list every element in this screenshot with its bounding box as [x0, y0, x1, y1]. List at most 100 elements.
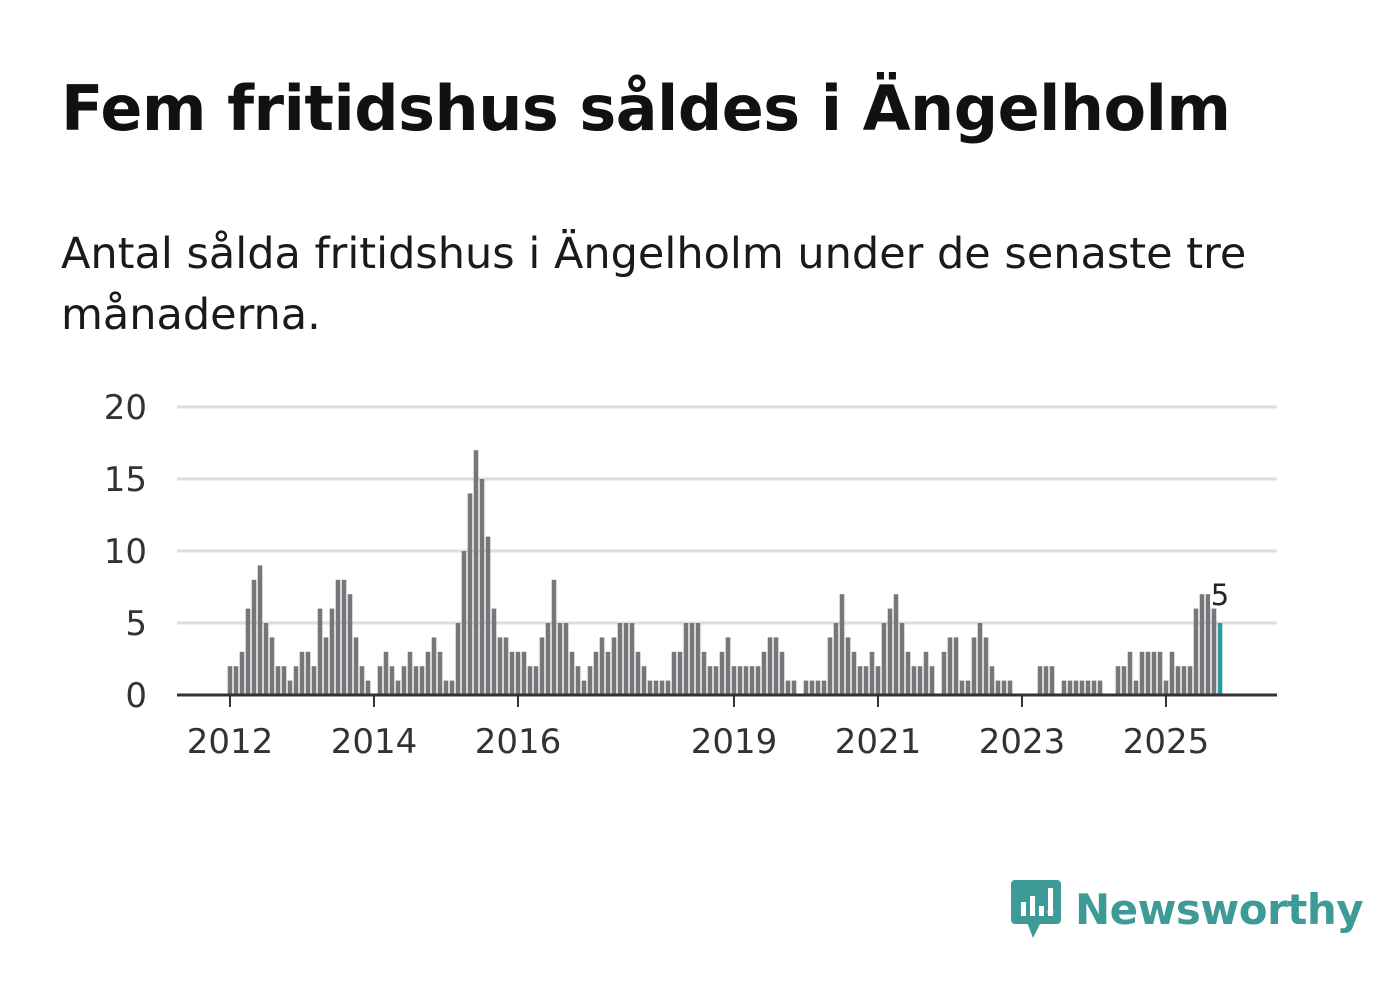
- bar: [557, 623, 563, 695]
- bar: [323, 637, 329, 695]
- bar: [347, 594, 353, 695]
- bar: [971, 637, 977, 695]
- y-tick-label: 0: [125, 676, 147, 716]
- bar: [341, 579, 347, 695]
- bar: [431, 637, 437, 695]
- bar: [917, 666, 923, 695]
- bar: [425, 651, 431, 695]
- bar: [821, 680, 827, 695]
- bar: [311, 666, 317, 695]
- bar: [227, 666, 233, 695]
- bar: [317, 608, 323, 695]
- newsworthy-logo-text: Newsworthy: [1075, 884, 1364, 934]
- bar: [563, 623, 569, 695]
- bar: [701, 651, 707, 695]
- bar: [359, 666, 365, 695]
- bar: [395, 680, 401, 695]
- highlight-data-label: 5: [1211, 578, 1229, 612]
- bars: [227, 450, 1223, 695]
- bar: [1079, 680, 1085, 695]
- bar: [1169, 651, 1175, 695]
- bar: [1085, 680, 1091, 695]
- bar: [545, 623, 551, 695]
- bar: [707, 666, 713, 695]
- bar: [449, 680, 455, 695]
- bar: [251, 579, 257, 695]
- newsworthy-logo: Newsworthy: [1011, 878, 1364, 940]
- bar: [329, 608, 335, 695]
- bar: [473, 450, 479, 695]
- bar: [719, 651, 725, 695]
- bar: [803, 680, 809, 695]
- bar: [779, 651, 785, 695]
- y-tick-label: 10: [104, 532, 147, 572]
- bar: [1187, 666, 1193, 695]
- bar: [653, 680, 659, 695]
- bar: [755, 666, 761, 695]
- bar: [479, 479, 485, 695]
- bar: [1157, 651, 1163, 695]
- bar: [629, 623, 635, 695]
- bar: [791, 680, 797, 695]
- bar: [383, 651, 389, 695]
- bar: [887, 608, 893, 695]
- bar: [857, 666, 863, 695]
- bar: [299, 651, 305, 695]
- bar: [959, 680, 965, 695]
- bar: [413, 666, 419, 695]
- bar: [1175, 666, 1181, 695]
- bar: [923, 651, 929, 695]
- bar: [1181, 666, 1187, 695]
- x-tick-label: 2025: [1123, 722, 1210, 762]
- bar: [533, 666, 539, 695]
- bar: [809, 680, 815, 695]
- gridlines: [177, 405, 1277, 625]
- bar: [257, 565, 263, 695]
- bar: [713, 666, 719, 695]
- bar: [761, 651, 767, 695]
- bar: [497, 637, 503, 695]
- bar: [1007, 680, 1013, 695]
- bar: [767, 637, 773, 695]
- bar: [1061, 680, 1067, 695]
- bar: [977, 623, 983, 695]
- bar: [287, 680, 293, 695]
- bar: [605, 651, 611, 695]
- bar: [509, 651, 515, 695]
- bar: [965, 680, 971, 695]
- bar: [881, 623, 887, 695]
- bar: [989, 666, 995, 695]
- bar: [641, 666, 647, 695]
- x-tick-label: 2012: [187, 722, 274, 762]
- bar: [911, 666, 917, 695]
- x-tick-label: 2016: [475, 722, 562, 762]
- bar: [659, 680, 665, 695]
- bar: [689, 623, 695, 695]
- bar: [1163, 680, 1169, 695]
- bar: [365, 680, 371, 695]
- bar: [827, 637, 833, 695]
- bar: [1073, 680, 1079, 695]
- newsworthy-logo-icon: [1011, 880, 1061, 938]
- bar: [1211, 608, 1217, 695]
- bar: [671, 651, 677, 695]
- bar: [863, 666, 869, 695]
- bar: [725, 637, 731, 695]
- bar: [1001, 680, 1007, 695]
- bar: [1037, 666, 1043, 695]
- bar: [401, 666, 407, 695]
- bar: [1115, 666, 1121, 695]
- bar: [275, 666, 281, 695]
- bar: [1067, 680, 1073, 695]
- bar: [1127, 651, 1133, 695]
- bar: [749, 666, 755, 695]
- bar: [635, 651, 641, 695]
- bar: [455, 623, 461, 695]
- bar: [437, 651, 443, 695]
- bar: [929, 666, 935, 695]
- y-tick-label: 5: [125, 604, 147, 644]
- bar: [293, 666, 299, 695]
- bar: [983, 637, 989, 695]
- bar: [815, 680, 821, 695]
- chart-title: Fem fritidshus såldes i Ängelholm: [61, 72, 1231, 145]
